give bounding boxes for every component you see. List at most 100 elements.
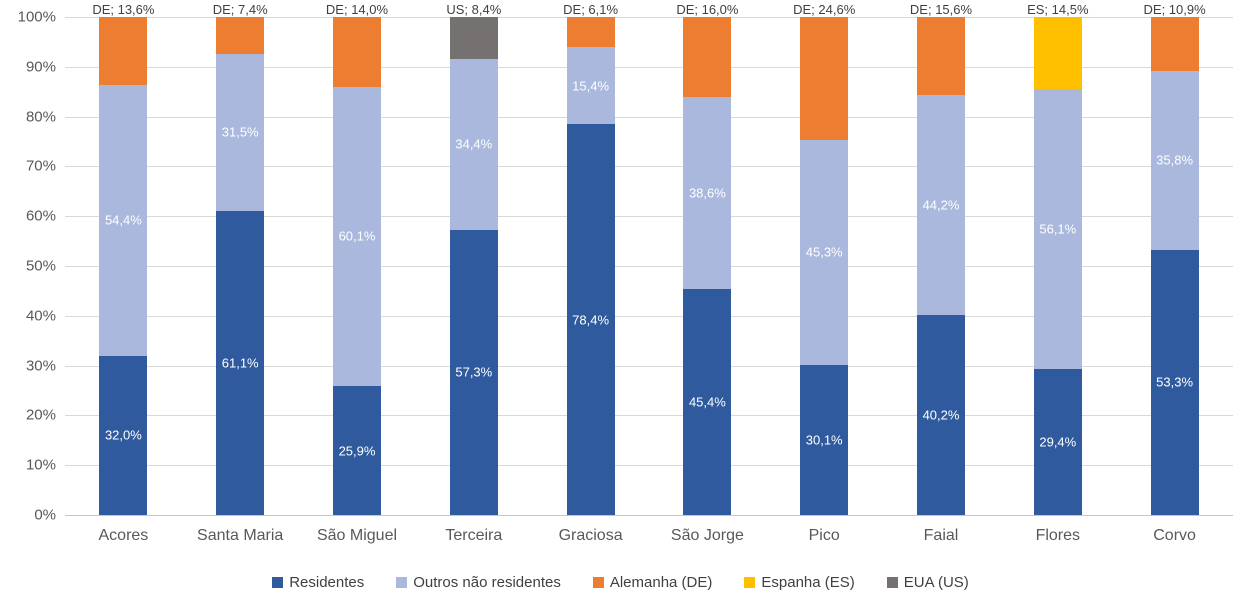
bar-segment-residentes bbox=[1033, 368, 1082, 515]
legend-item-eua-us: EUA (US) bbox=[886, 574, 969, 591]
data-label: 15,4% bbox=[572, 78, 610, 94]
gridline bbox=[65, 266, 1233, 267]
bar-segment-outros-n-o-residentes bbox=[1033, 89, 1082, 369]
gridline bbox=[65, 365, 1233, 367]
data-label: 54,4% bbox=[104, 212, 142, 228]
bar-segment-residentes bbox=[800, 365, 849, 515]
gridline bbox=[65, 415, 1233, 417]
x-axis-category-label: Santa Maria bbox=[197, 527, 284, 544]
bar-segment-residentes bbox=[566, 124, 615, 515]
y-axis-tick-label: 20% bbox=[25, 406, 56, 424]
y-axis-tick-label: 50% bbox=[25, 257, 56, 275]
data-label: 57,3% bbox=[455, 364, 493, 380]
x-axis-line bbox=[65, 515, 1233, 516]
legend-label: Espanha (ES) bbox=[761, 574, 855, 591]
bar-segment-alemanha-de bbox=[99, 17, 148, 85]
bar-segment-eua-us bbox=[449, 17, 498, 59]
top-segment-label: DE; 24,6% bbox=[793, 2, 856, 17]
top-segment-label: DE; 13,6% bbox=[92, 2, 155, 17]
data-label: 44,2% bbox=[922, 197, 960, 213]
bar-segment-alemanha-de bbox=[566, 17, 615, 48]
legend-label: EUA (US) bbox=[903, 574, 969, 591]
top-segment-label: DE; 16,0% bbox=[676, 2, 739, 17]
top-segment-label: ES; 14,5% bbox=[1027, 2, 1089, 17]
gridline bbox=[65, 315, 1233, 317]
bar-segment-outros-n-o-residentes bbox=[216, 53, 265, 211]
y-axis-tick-label: 40% bbox=[25, 307, 56, 325]
x-axis-category-label: Graciosa bbox=[558, 527, 623, 544]
data-label: 45,4% bbox=[688, 394, 726, 410]
data-label: 78,4% bbox=[572, 312, 610, 328]
y-axis-tick-label: 60% bbox=[25, 207, 56, 225]
bar-segment-espanha-es bbox=[1033, 17, 1082, 90]
legend-swatch-eua-us bbox=[886, 577, 898, 588]
bar-segment-outros-n-o-residentes bbox=[449, 58, 498, 230]
y-axis-tick-label: 80% bbox=[25, 108, 56, 126]
legend-item-alemanha-de: Alemanha (DE) bbox=[592, 574, 712, 591]
bar-segment-outros-n-o-residentes bbox=[800, 139, 849, 366]
legend-label: Outros não residentes bbox=[413, 574, 561, 591]
bar-segment-alemanha-de bbox=[216, 17, 265, 54]
legend-item-espanha-es: Espanha (ES) bbox=[744, 574, 855, 591]
x-axis-category-label: Corvo bbox=[1153, 527, 1196, 544]
data-label: 56,1% bbox=[1039, 221, 1077, 237]
x-axis-category-label: São Jorge bbox=[670, 527, 744, 544]
data-label: 34,4% bbox=[455, 136, 493, 152]
bar-segment-outros-n-o-residentes bbox=[917, 94, 965, 315]
bar-segment-outros-n-o-residentes bbox=[566, 47, 615, 125]
top-segment-label: DE; 14,0% bbox=[325, 2, 389, 17]
bar-segment-alemanha-de bbox=[800, 17, 849, 140]
y-axis-tick-label: 90% bbox=[25, 58, 56, 76]
bar-segment-residentes bbox=[99, 355, 148, 515]
legend-swatch-espanha-es bbox=[744, 577, 756, 588]
y-axis-tick-label: 10% bbox=[25, 456, 56, 474]
legend-swatch-residentes bbox=[272, 577, 284, 588]
bar-segment-outros-n-o-residentes bbox=[1150, 71, 1199, 250]
data-label: 38,6% bbox=[688, 185, 726, 201]
bar-segment-outros-n-o-residentes bbox=[99, 84, 148, 356]
data-label: 45,3% bbox=[805, 244, 843, 260]
bar-segment-alemanha-de bbox=[917, 17, 965, 95]
x-axis-category-label: São Miguel bbox=[316, 527, 398, 544]
bar-segment-residentes bbox=[683, 288, 732, 515]
bar-segment-residentes bbox=[1150, 249, 1199, 515]
data-label: 31,5% bbox=[221, 124, 259, 140]
x-axis-category-label: Acores bbox=[98, 527, 149, 544]
data-label: 60,1% bbox=[338, 228, 376, 244]
gridline bbox=[65, 66, 1233, 68]
x-axis-category-label: Flores bbox=[1035, 527, 1081, 544]
top-segment-label: DE; 6,1% bbox=[563, 2, 619, 17]
x-axis-category-label: Terceira bbox=[445, 527, 503, 544]
data-label: 40,2% bbox=[922, 407, 960, 423]
top-segment-label: DE; 15,6% bbox=[909, 2, 973, 17]
data-label: 25,9% bbox=[338, 443, 376, 458]
top-segment-label: DE; 7,4% bbox=[212, 2, 268, 17]
data-label: 53,3% bbox=[1156, 374, 1194, 390]
chart-legend: Residentes Outros não residentes Alemanha … bbox=[0, 574, 1241, 591]
top-segment-label: DE; 10,9% bbox=[1143, 2, 1206, 17]
y-axis-tick-label: 0% bbox=[34, 506, 56, 524]
gridline bbox=[65, 17, 1233, 18]
gridline bbox=[65, 116, 1233, 118]
legend-label: Residentes bbox=[289, 574, 365, 591]
bar-segment-residentes bbox=[449, 229, 498, 515]
legend-swatch-alemanha-de bbox=[592, 577, 604, 588]
bar-segment-alemanha-de bbox=[683, 17, 732, 97]
bar-segment-residentes bbox=[917, 314, 965, 515]
bar-segment-outros-n-o-residentes bbox=[683, 96, 732, 289]
bar-segment-outros-n-o-residentes bbox=[333, 86, 381, 387]
gridline bbox=[65, 465, 1233, 467]
bar-segment-residentes bbox=[216, 210, 265, 515]
data-label: 30,1% bbox=[805, 432, 843, 448]
bar-segment-alemanha-de bbox=[333, 17, 381, 87]
data-label: 32,0% bbox=[104, 427, 142, 443]
y-axis-tick-label: 100% bbox=[17, 8, 56, 26]
legend-swatch-outros-n-o-residentes bbox=[396, 577, 408, 588]
legend-item-outros-n-o-residentes: Outros não residentes bbox=[396, 574, 561, 591]
data-label: 35,8% bbox=[1156, 152, 1194, 168]
data-label: 61,1% bbox=[221, 355, 259, 371]
data-label: 29,4% bbox=[1039, 434, 1077, 450]
y-axis-tick-label: 70% bbox=[25, 157, 56, 175]
x-axis-category-label: Pico bbox=[808, 527, 840, 544]
